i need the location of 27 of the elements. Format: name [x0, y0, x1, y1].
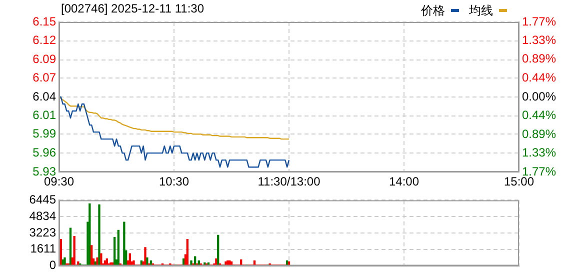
y2-tick-label: 1.77%	[522, 14, 556, 28]
y-tick-label: 5.96	[32, 145, 56, 160]
y2-tick-label: 1.33%	[522, 32, 556, 47]
y-tick-label: 6.09	[32, 52, 56, 66]
y-tick-label: 1611	[30, 242, 56, 256]
legend-label: 价格	[420, 3, 445, 18]
y-tick-label: 4834	[29, 208, 56, 223]
y-tick-label: 6445	[29, 192, 56, 207]
y-tick-label: 6.07	[32, 70, 56, 84]
y-tick-label: 6.04	[32, 89, 56, 104]
chart-title: [002746] 2025-12-11 11:30	[61, 1, 204, 16]
y-tick-label: 6.01	[32, 108, 56, 122]
y-tick-label: 0	[49, 258, 56, 272]
y2-tick-label: 0.89%	[522, 127, 556, 142]
y-tick-label: 5.99	[32, 126, 56, 140]
y2-tick-label: 0.00%	[522, 89, 556, 104]
legend-label: 均线	[468, 3, 493, 18]
x-tick-label: 11:30/13:00	[258, 174, 321, 189]
y-tick-label: 6.15	[32, 14, 56, 28]
y2-tick-label: 0.44%	[522, 70, 556, 85]
y2-tick-label: 0.89%	[522, 52, 556, 66]
x-tick-label: 14:00	[388, 174, 420, 189]
x-tick-label: 10:30	[158, 174, 190, 189]
y-tick-label: 3223	[29, 225, 56, 240]
y-tick-label: 6.12	[32, 33, 56, 48]
y2-tick-label: 1.33%	[522, 146, 556, 160]
y2-tick-label: 0.44%	[522, 108, 556, 122]
